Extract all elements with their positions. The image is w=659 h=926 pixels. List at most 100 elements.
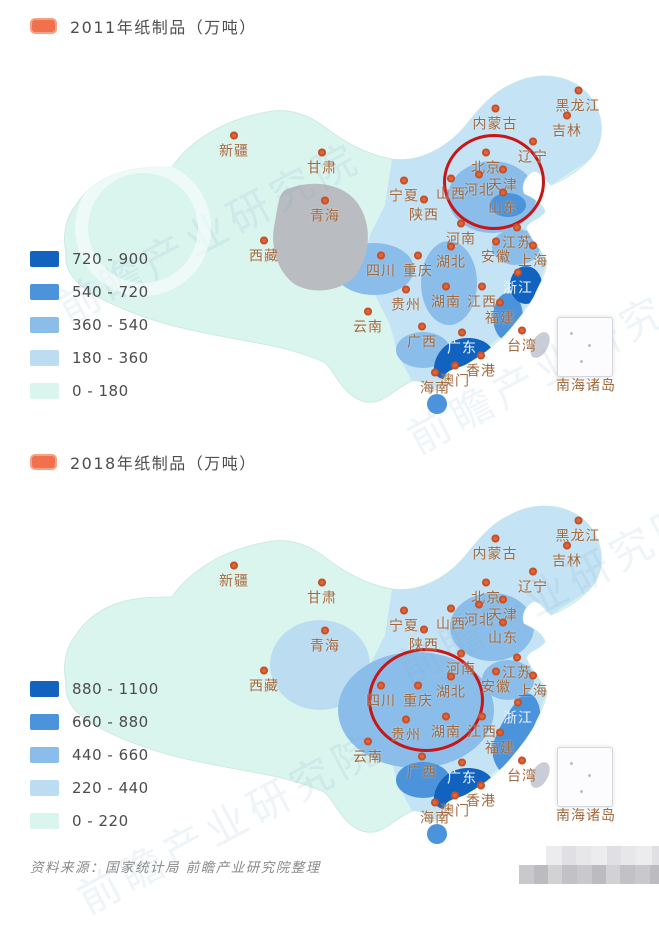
province-dot-icon <box>491 534 499 543</box>
province-label: 上海 <box>518 241 548 271</box>
province-name: 河北 <box>464 182 494 199</box>
province-label: 云南 <box>353 737 383 767</box>
figure-page: { "source_note": "资料来源：国家统计局 前瞻产业研究院整理",… <box>0 18 659 924</box>
province-dot-icon <box>260 236 268 245</box>
blurred-watermark-strip <box>519 865 659 884</box>
province-labels-layer: 新疆 甘肃 内蒙古 黑龙江 吉林 辽宁 北京 天津 山西 河北 山东 宁夏 陕西 青海 河南 江苏 西藏 安徽 上海… <box>0 485 659 891</box>
province-dot-icon <box>514 268 522 277</box>
province-dot-icon <box>447 242 455 251</box>
legend-range-label: 540 - 720 <box>72 283 149 301</box>
province-dot-icon <box>447 672 455 681</box>
province-label: 陕西 <box>409 625 439 655</box>
legend-range-label: 660 - 880 <box>72 713 149 731</box>
map-title-2018: 2018年纸制品（万吨） <box>70 454 257 473</box>
province-label: 吉林 <box>552 541 582 571</box>
province-name: 台湾 <box>507 338 537 355</box>
taiwan-island <box>530 332 550 358</box>
province-label: 贵州 <box>391 285 421 315</box>
province-dot-icon <box>492 237 500 246</box>
province-name: 内蒙古 <box>472 546 518 563</box>
province-name: 福建 <box>485 740 515 757</box>
province-dot-icon <box>482 148 490 157</box>
province-label: 广东 <box>447 328 477 358</box>
source-note: 资料来源：国家统计局 前瞻产业研究院整理 <box>30 860 321 876</box>
province-label: 宁夏 <box>389 606 419 636</box>
province-name: 天津 <box>488 177 518 194</box>
province-label: 广东 <box>447 758 477 788</box>
province-name: 湖北 <box>436 254 466 271</box>
province-dot-icon <box>513 653 521 662</box>
legend-swatch <box>30 317 59 333</box>
china-map-2011: 新疆 甘肃 内蒙古 黑龙江 吉林 辽宁 北京 天津 山西 河北 山东 宁夏 陕西 青海 河南 江苏 西藏 安徽 上海… <box>0 55 659 485</box>
province-label: 天津 <box>488 595 518 625</box>
province-name: 香港 <box>466 363 496 380</box>
taiwan-island <box>530 762 550 788</box>
province-dot-icon <box>364 307 372 316</box>
province-label: 新疆 <box>219 561 249 591</box>
province-label: 四川 <box>366 681 396 711</box>
province-dot-icon <box>431 798 439 807</box>
province-name: 四川 <box>366 693 396 710</box>
legend-swatch <box>30 350 59 366</box>
province-name: 广东 <box>447 340 477 357</box>
province-name: 江苏 <box>502 235 532 252</box>
province-dot-icon <box>418 322 426 331</box>
province-dot-icon <box>499 188 507 197</box>
province-dot-icon <box>499 165 507 174</box>
province-name: 广东 <box>447 770 477 787</box>
province-label: 陕西 <box>409 195 439 225</box>
province-label: 香港 <box>466 781 496 811</box>
province-dot-icon <box>420 625 428 634</box>
province-name: 南海诸岛 <box>556 808 616 824</box>
province-name: 宁夏 <box>389 618 419 635</box>
province-dot-icon <box>377 251 385 260</box>
orange-legend-swatch-icon <box>30 454 57 470</box>
china-map-2018: 新疆 甘肃 内蒙古 黑龙江 吉林 辽宁 北京 天津 山西 河北 山东 宁夏 陕西 青海 河南 江苏 西藏 安徽 上海… <box>0 485 659 891</box>
province-name: 山西 <box>436 616 466 633</box>
province-name: 湖南 <box>431 724 461 741</box>
province-label: 福建 <box>485 728 515 758</box>
province-label: 黑龙江 <box>556 86 601 116</box>
legend-swatch <box>30 780 59 796</box>
province-dot-icon <box>377 681 385 690</box>
province-dot-icon <box>563 541 571 550</box>
province-label: 新疆 <box>219 131 249 161</box>
province-dot-icon <box>230 131 238 140</box>
province-dot-icon <box>442 712 450 721</box>
province-name: 西藏 <box>249 678 279 695</box>
legend-item: 880 - 1100 <box>30 680 159 698</box>
legend-swatch <box>30 681 59 697</box>
province-dot-icon <box>420 195 428 204</box>
province-dot-icon <box>458 328 466 337</box>
province-label: 重庆 <box>403 251 433 281</box>
province-label: 河北 <box>464 600 494 630</box>
province-label: 吉林 <box>552 111 582 141</box>
province-name: 辽宁 <box>518 579 548 596</box>
province-label: 西藏 <box>249 236 279 266</box>
province-label: 安徽 <box>481 667 511 697</box>
province-name: 福建 <box>485 310 515 327</box>
province-label: 四川 <box>366 251 396 281</box>
province-dot-icon <box>230 561 238 570</box>
province-name: 江西 <box>467 724 497 741</box>
province-name: 甘肃 <box>307 590 337 607</box>
province-dot-icon <box>499 618 507 627</box>
province-label: 澳门 <box>440 361 470 391</box>
province-name: 天津 <box>488 607 518 624</box>
province-dot-icon <box>457 219 465 228</box>
province-name: 重庆 <box>403 263 433 280</box>
province-label: 辽宁 <box>518 567 548 597</box>
province-name: 青海 <box>310 638 340 655</box>
province-dot-icon <box>442 282 450 291</box>
map-2018-title-row: 2018年纸制品（万吨） <box>30 450 257 474</box>
legend-item: 440 - 660 <box>30 746 159 764</box>
province-label: 海南 <box>420 798 450 828</box>
province-name: 甘肃 <box>307 160 337 177</box>
province-dot-icon <box>478 282 486 291</box>
province-name: 辽宁 <box>518 149 548 166</box>
province-label: 甘肃 <box>307 148 337 178</box>
province-name: 山东 <box>488 630 518 647</box>
legend-range-label: 880 - 1100 <box>72 680 159 698</box>
legend-2018: 880 - 1100 660 - 880 440 - 660 220 - 440 0 -… <box>30 680 159 846</box>
legend-item: 360 - 540 <box>30 316 149 334</box>
